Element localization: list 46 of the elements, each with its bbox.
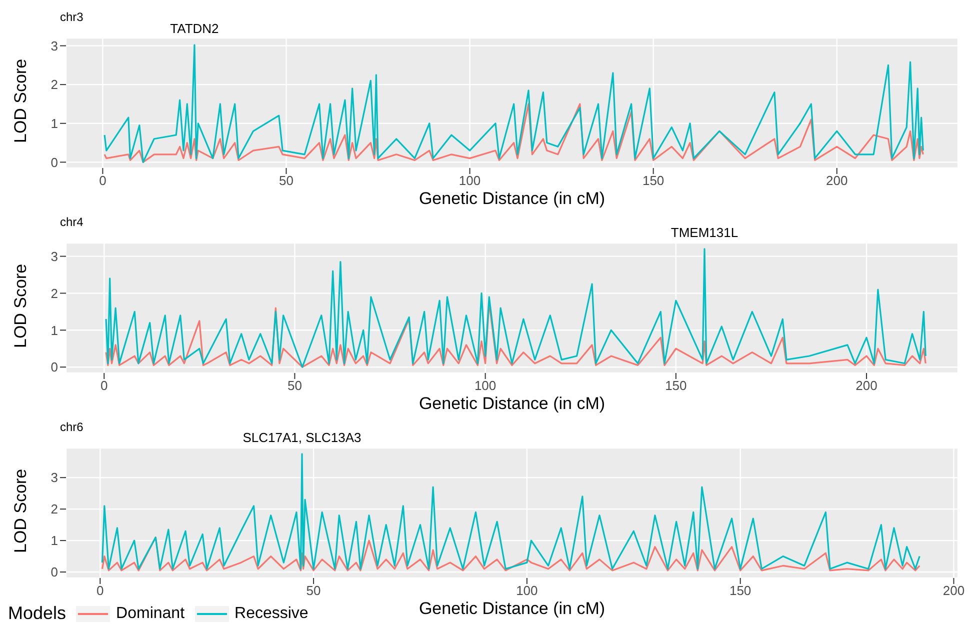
x-tick-label: 50 bbox=[287, 378, 302, 394]
line-series bbox=[104, 103, 924, 163]
x-tick-label: 200 bbox=[856, 378, 878, 394]
x-axis-title: Genetic Distance (in cM) bbox=[418, 189, 606, 209]
line-series bbox=[105, 248, 926, 368]
x-tick-label: 50 bbox=[306, 583, 321, 598]
legend-label: Dominant bbox=[116, 604, 185, 622]
legend-title: Models bbox=[8, 603, 66, 624]
x-tick-label: 150 bbox=[729, 583, 752, 598]
x-tick-label: 150 bbox=[642, 173, 664, 188]
y-tick-label: 1 bbox=[50, 322, 58, 338]
y-tick-label: 2 bbox=[50, 286, 58, 301]
y-tick-label: 3 bbox=[50, 248, 58, 264]
x-tick-label: 50 bbox=[279, 173, 294, 188]
chart-title: chr3 bbox=[60, 10, 84, 24]
y-tick-label: 2 bbox=[50, 502, 58, 517]
annotation: SLC17A1, SLC13A3 bbox=[242, 430, 362, 445]
y-tick-label: 0 bbox=[50, 564, 58, 580]
x-tick-label: 100 bbox=[458, 173, 481, 188]
y-tick-label: 3 bbox=[50, 38, 58, 54]
y-axis-title: LOD Score bbox=[11, 58, 30, 143]
y-tick-label: 1 bbox=[50, 116, 58, 131]
annotation: TMEM131L bbox=[670, 224, 738, 240]
line-series bbox=[101, 453, 920, 570]
y-axis-title: LOD Score bbox=[11, 264, 30, 348]
chart-title: chr4 bbox=[60, 215, 84, 229]
annotation: TATDN2 bbox=[170, 20, 219, 36]
y-tick-label: 0 bbox=[50, 154, 58, 170]
y-tick-label: 0 bbox=[50, 360, 58, 375]
y-tick-label: 3 bbox=[50, 470, 58, 486]
x-tick-label: 200 bbox=[826, 173, 848, 188]
x-axis-title: Genetic Distance (in cM) bbox=[418, 394, 606, 414]
x-tick-label: 150 bbox=[665, 378, 687, 394]
x-tick-label: 100 bbox=[474, 378, 496, 394]
legend-label: Recessive bbox=[234, 604, 308, 622]
chart-title: chr6 bbox=[60, 420, 84, 434]
x-tick-label: 0 bbox=[99, 173, 106, 188]
x-tick-label: 100 bbox=[516, 583, 538, 598]
y-axis-title: LOD Score bbox=[11, 468, 30, 553]
x-tick-label: 200 bbox=[942, 583, 965, 598]
y-tick-label: 1 bbox=[50, 533, 58, 548]
x-tick-label: 0 bbox=[100, 378, 108, 394]
x-axis-title: Genetic Distance (in cM) bbox=[418, 599, 606, 618]
line-series bbox=[104, 44, 924, 163]
x-tick-label: 0 bbox=[96, 583, 104, 598]
y-tick-label: 2 bbox=[50, 77, 58, 92]
